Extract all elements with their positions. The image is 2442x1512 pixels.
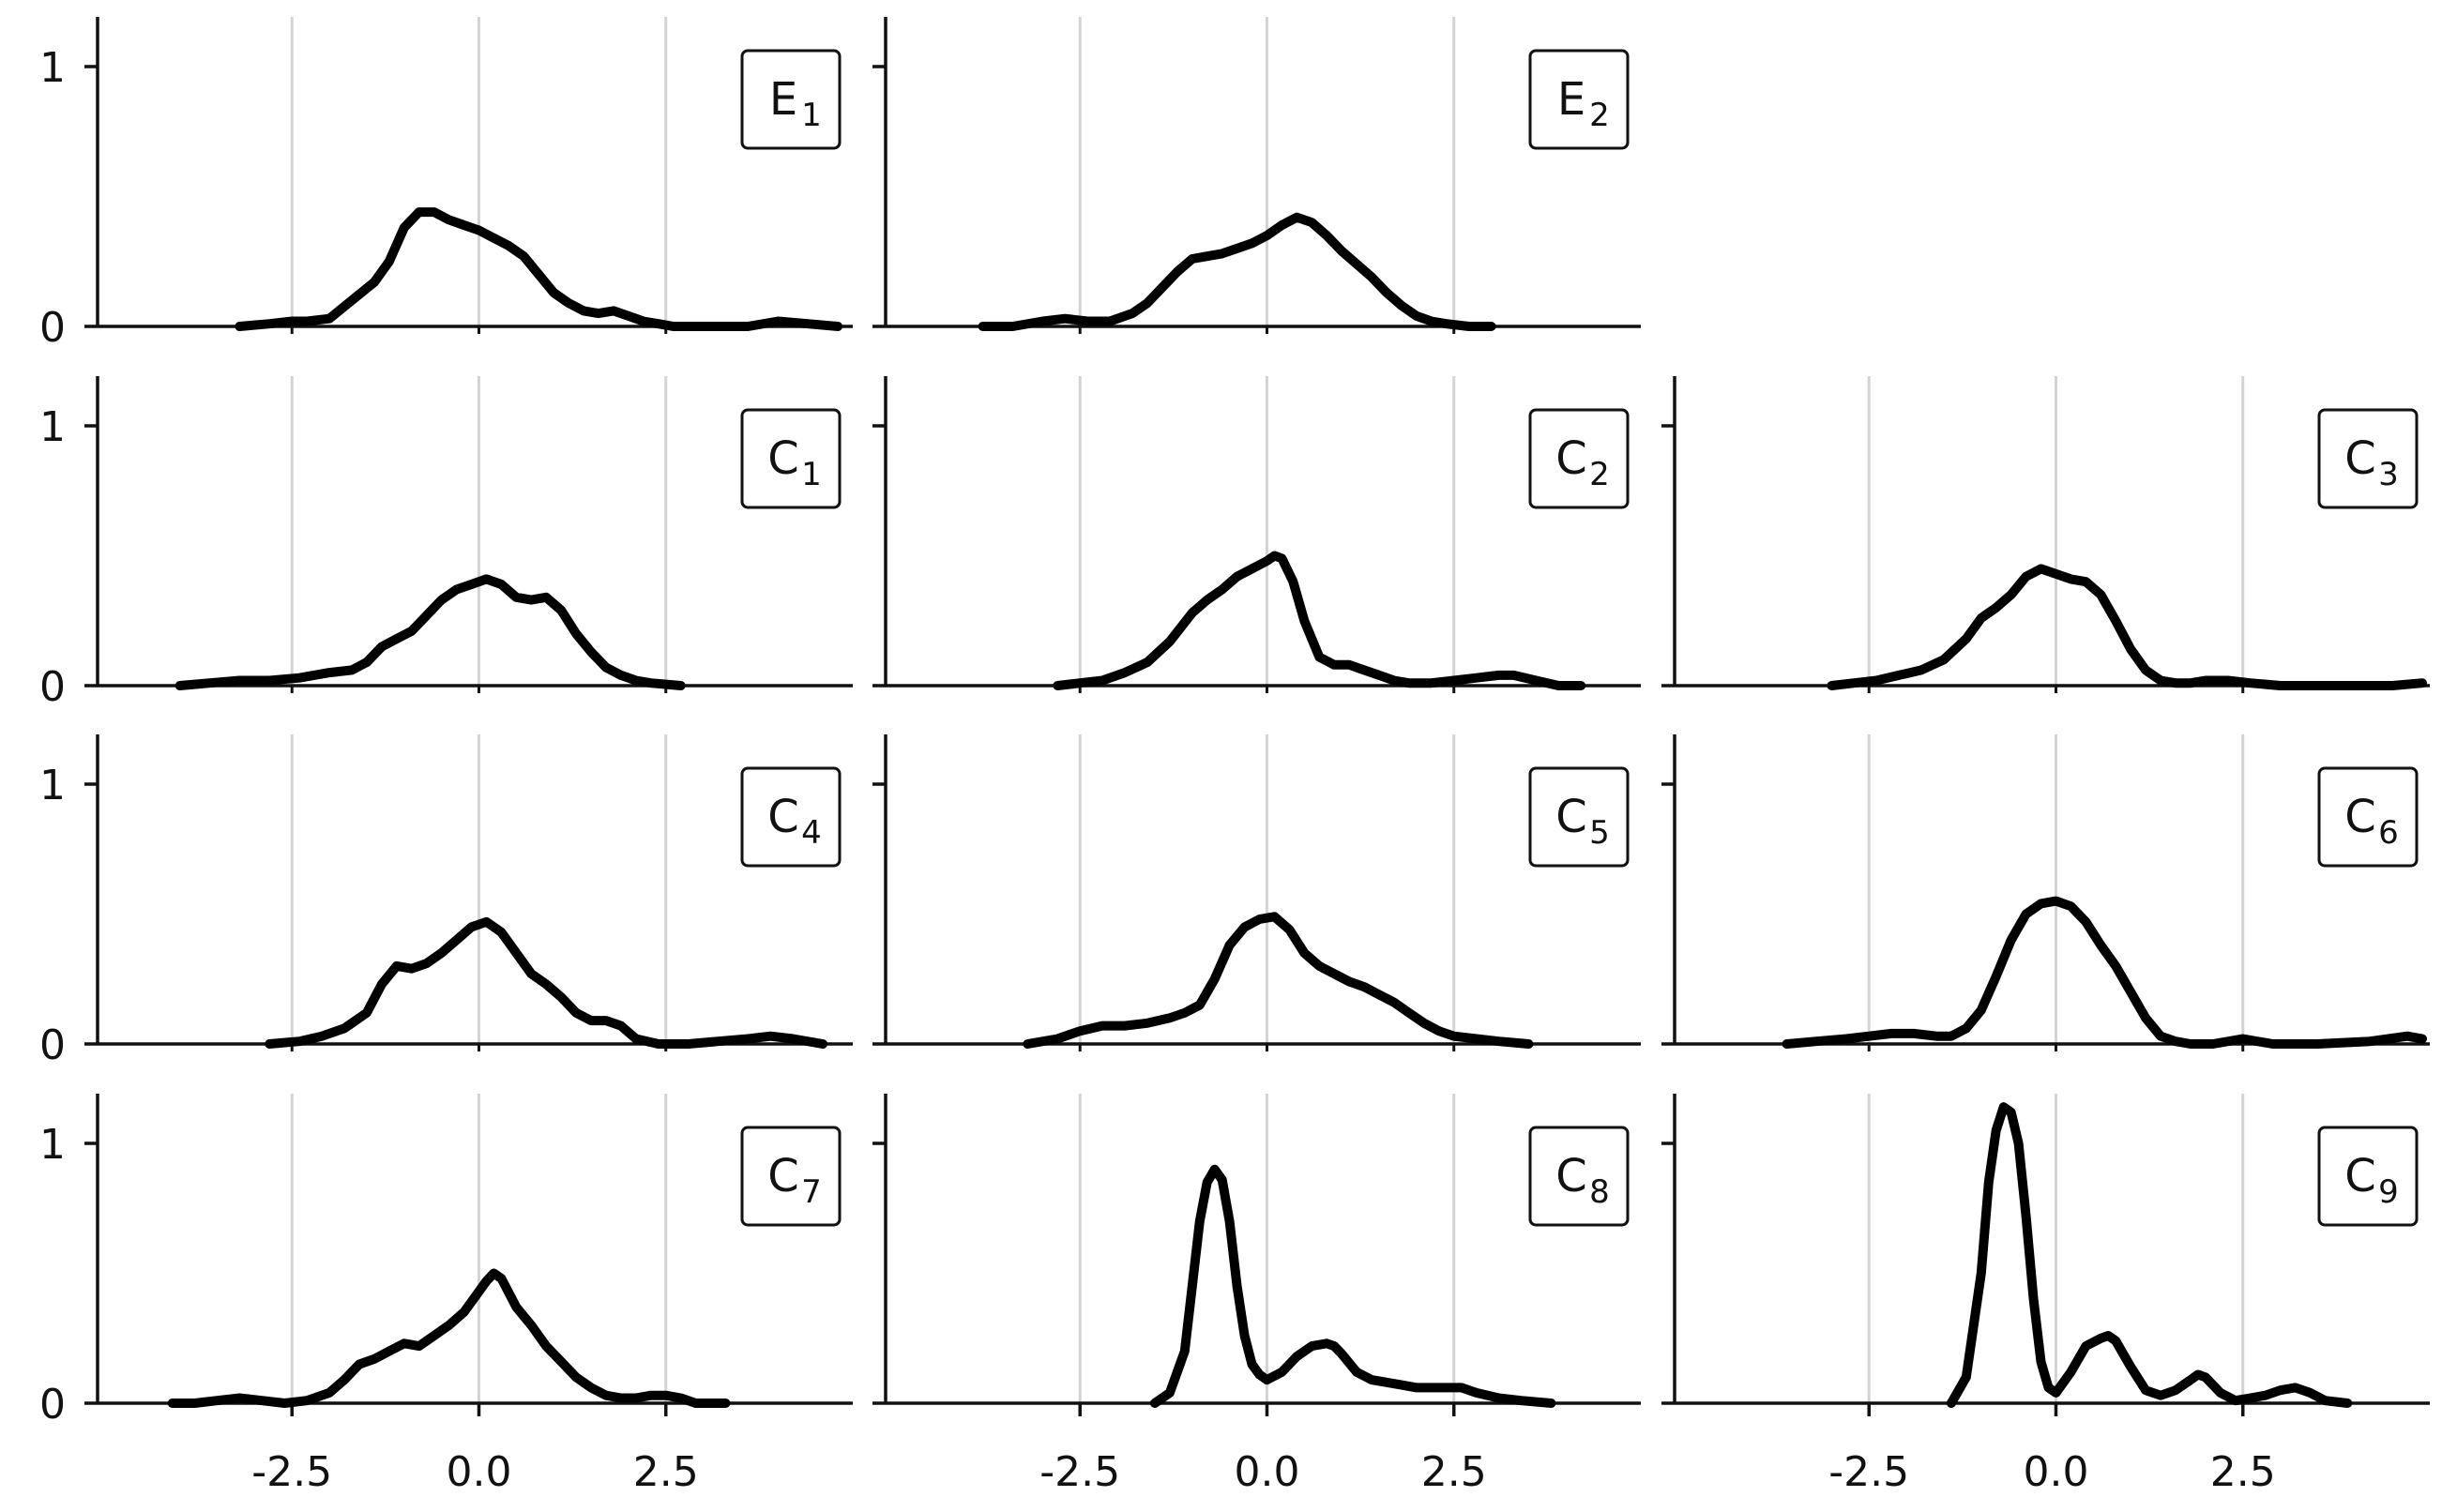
panel-label-subscript: 9 — [2378, 1173, 2399, 1211]
series-line-e1 — [235, 207, 843, 331]
panel-label-subscript: 6 — [2378, 814, 2399, 852]
panel-label: C — [2344, 1150, 2376, 1202]
panel-label-box — [1528, 408, 1630, 509]
panel-label-box — [1528, 49, 1630, 150]
x-tick-label: -2.5 — [1039, 1448, 1120, 1496]
panel-label: C — [767, 791, 799, 843]
x-tick-label: 0.0 — [2023, 1448, 2088, 1496]
x-tick-label: 0.0 — [446, 1448, 511, 1496]
y-tick-label: 0 — [39, 1381, 66, 1429]
panel-label: C — [767, 432, 799, 485]
panel-label: C — [1555, 432, 1587, 485]
x-tick-label: 2.5 — [1421, 1448, 1487, 1496]
panel-label-subscript: 2 — [1589, 97, 1610, 134]
y-tick-label: 1 — [39, 44, 66, 92]
panel-label-box — [2317, 1126, 2419, 1227]
panel-label-subscript: 1 — [801, 97, 822, 134]
panel-label: C — [2344, 791, 2376, 843]
panel-label-box — [740, 49, 842, 150]
panel-c9: -2.5 0.0 2.5 C 9 — [1661, 1094, 2430, 1496]
series-line-c1 — [174, 574, 686, 690]
series-line-c7 — [167, 1268, 731, 1408]
panel-label: C — [2344, 432, 2376, 485]
panel-c4: 0 1 C 4 — [39, 734, 853, 1069]
x-tick-label: -2.5 — [1828, 1448, 1909, 1496]
y-tick-label: 0 — [39, 663, 66, 711]
x-tick-label: 2.5 — [633, 1448, 699, 1496]
panel-label: E — [1557, 73, 1585, 126]
y-tick-label: 0 — [39, 304, 66, 352]
panel-label-subscript: 5 — [1589, 814, 1610, 852]
series-line-c2 — [1053, 551, 1586, 690]
panel-label-subscript: 3 — [2378, 456, 2399, 493]
series-line-c4 — [265, 916, 828, 1049]
panel-c1: 01C 1 — [39, 376, 853, 711]
panel-label-box — [740, 408, 842, 509]
panel-label-subscript: 7 — [801, 1173, 822, 1211]
panel-label-subscript: 8 — [1589, 1173, 1610, 1211]
y-tick-label: 1 — [39, 403, 66, 451]
panel-label: C — [1555, 1150, 1587, 1202]
x-tick-label: 0.0 — [1234, 1448, 1299, 1496]
x-tick-label: -2.5 — [251, 1448, 332, 1496]
panel-label-subscript: 1 — [801, 456, 822, 493]
panel-label-subscript: 4 — [801, 814, 822, 852]
panel-label-box — [1528, 1126, 1630, 1227]
panel-label: E — [769, 73, 797, 126]
panel-e1: 01E 1 — [39, 17, 853, 352]
series-line-c9 — [1946, 1102, 2353, 1408]
x-tick-label: 2.5 — [2210, 1448, 2276, 1496]
series-line-c8 — [1149, 1164, 1556, 1408]
panel-c7: 0 1 -2.5 0.0 2.5 C 7 — [39, 1094, 853, 1496]
y-tick-label: 1 — [39, 1121, 66, 1169]
panel-label-subscript: 2 — [1589, 456, 1610, 493]
series-line-c6 — [1782, 896, 2427, 1049]
series-line-e2 — [978, 212, 1496, 331]
panel-label: C — [1555, 791, 1587, 843]
y-tick-label: 1 — [39, 762, 66, 809]
y-tick-label: 0 — [39, 1021, 66, 1069]
panel-c8: -2.5 0.0 2.5 C 8 — [872, 1094, 1641, 1496]
panel-label-box — [2317, 766, 2419, 868]
panel-label-box — [1528, 766, 1630, 868]
panel-label: C — [767, 1150, 799, 1202]
series-line-c5 — [1023, 912, 1534, 1049]
panel-label-box — [740, 1126, 842, 1227]
series-line-c3 — [1827, 564, 2427, 690]
panel-label-box — [740, 766, 842, 868]
panel-label-box — [2317, 408, 2419, 509]
